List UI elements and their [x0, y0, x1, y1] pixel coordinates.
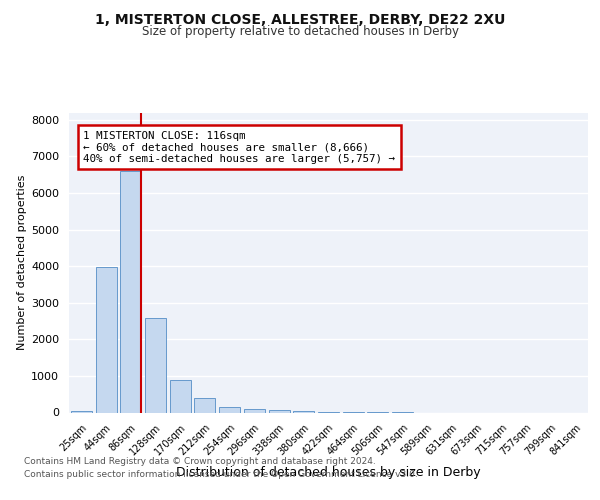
- Text: Contains public sector information licensed under the Open Government Licence v3: Contains public sector information licen…: [24, 470, 418, 479]
- Bar: [120, 171, 141, 412]
- Bar: [244, 409, 265, 412]
- Text: Size of property relative to detached houses in Derby: Size of property relative to detached ho…: [142, 25, 458, 38]
- Text: 1 MISTERTON CLOSE: 116sqm
← 60% of detached houses are smaller (8,666)
40% of se: 1 MISTERTON CLOSE: 116sqm ← 60% of detac…: [83, 131, 395, 164]
- Bar: [95, 267, 116, 412]
- Bar: [269, 410, 290, 412]
- Text: 1, MISTERTON CLOSE, ALLESTREE, DERBY, DE22 2XU: 1, MISTERTON CLOSE, ALLESTREE, DERBY, DE…: [95, 12, 505, 26]
- Text: Contains HM Land Registry data © Crown copyright and database right 2024.: Contains HM Land Registry data © Crown c…: [24, 458, 376, 466]
- X-axis label: Distribution of detached houses by size in Derby: Distribution of detached houses by size …: [176, 466, 481, 478]
- Bar: [71, 410, 92, 412]
- Bar: [145, 318, 166, 412]
- Bar: [194, 398, 215, 412]
- Y-axis label: Number of detached properties: Number of detached properties: [17, 175, 27, 350]
- Bar: [170, 380, 191, 412]
- Bar: [219, 407, 240, 412]
